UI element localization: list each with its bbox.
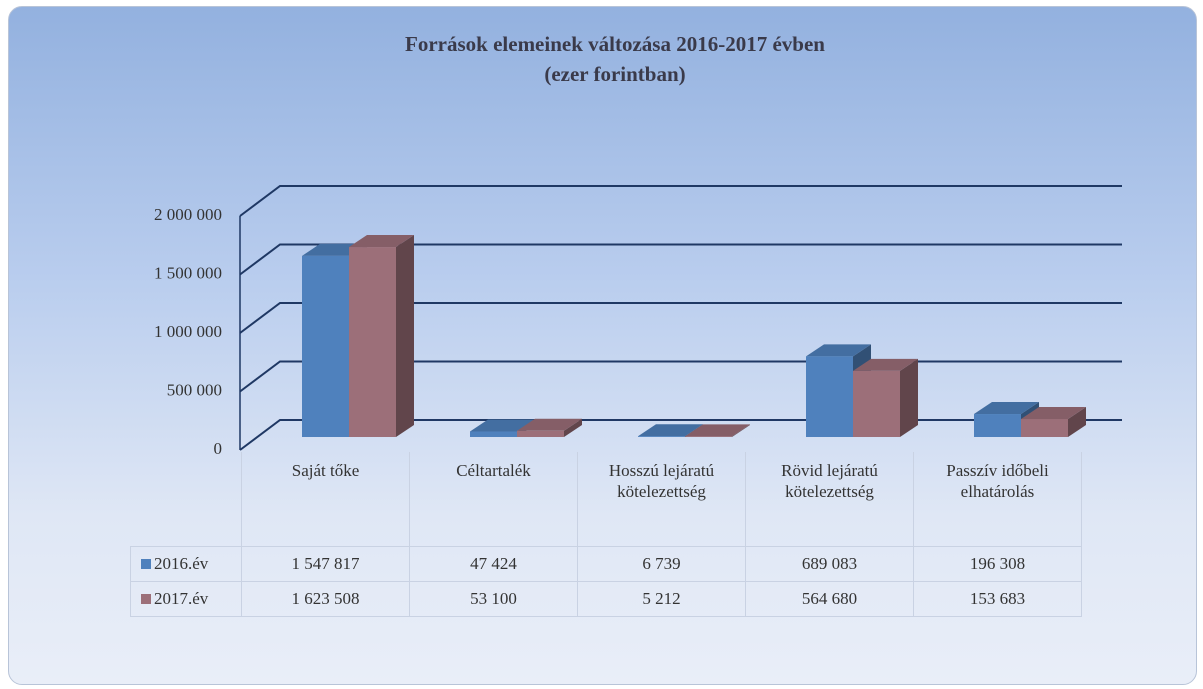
bar xyxy=(302,255,349,437)
category-label: Passzív időbeli elhatárolás xyxy=(913,452,1082,547)
data-label: 1 547 817 xyxy=(241,546,410,582)
bar xyxy=(470,431,517,437)
bar xyxy=(974,414,1021,437)
data-label: 153 683 xyxy=(913,581,1082,617)
bar xyxy=(349,247,396,437)
category-label: Rövid lejáratú kötelezettség xyxy=(745,452,914,547)
chart-title: Források elemeinek változása 2016-2017 é… xyxy=(405,32,825,56)
grid-line xyxy=(239,185,1122,217)
data-label: 564 680 xyxy=(745,581,914,617)
data-label: 6 739 xyxy=(577,546,746,582)
category-label: Saját tőke xyxy=(241,452,410,547)
bar-top xyxy=(685,424,750,437)
bar-top xyxy=(853,358,918,371)
grid-line xyxy=(239,243,1122,276)
data-label: 689 083 xyxy=(745,546,914,582)
bar xyxy=(853,370,900,437)
legend-swatch xyxy=(141,594,151,604)
bar-top xyxy=(1021,407,1086,420)
bar-side xyxy=(900,358,918,437)
bar xyxy=(1021,419,1068,437)
y-tick-label: 500 000 xyxy=(167,380,222,399)
bar-side xyxy=(564,418,582,437)
bar-top xyxy=(806,344,871,357)
bar-top xyxy=(517,418,582,431)
bar-top xyxy=(974,402,1039,415)
data-label: 196 308 xyxy=(913,546,1082,582)
bar xyxy=(517,430,564,437)
bar-side xyxy=(396,235,414,437)
y-tick-label: 1 000 000 xyxy=(154,322,222,341)
corner xyxy=(130,452,242,547)
category-label: Hosszú lejáratú kötelezettség xyxy=(577,452,746,547)
data-label: 1 623 508 xyxy=(241,581,410,617)
legend-entry: 2016.év xyxy=(130,546,242,582)
legend-label: 2017.év xyxy=(154,589,209,608)
bar xyxy=(806,356,853,437)
bar-top xyxy=(349,235,414,248)
bar xyxy=(685,436,732,437)
data-label: 5 212 xyxy=(577,581,746,617)
bar-top xyxy=(638,424,703,437)
bar-side xyxy=(1068,407,1086,437)
bar-side xyxy=(732,424,750,437)
legend-entry: 2017.év xyxy=(130,581,242,617)
category-label: Céltartalék xyxy=(409,452,578,547)
y-tick-label: 0 xyxy=(214,439,223,458)
legend-swatch xyxy=(141,559,151,569)
data-label: 53 100 xyxy=(409,581,578,617)
y-tick-label: 2 000 000 xyxy=(154,205,222,224)
chart-subtitle: (ezer forintban) xyxy=(544,62,685,86)
legend-label: 2016.év xyxy=(154,554,209,573)
bar xyxy=(638,436,685,437)
y-tick-label: 1 500 000 xyxy=(154,263,222,282)
bar-top xyxy=(470,419,535,432)
grid-line xyxy=(239,302,1122,334)
data-table: Saját tőke Céltartalék Hosszú lejáratú köt… xyxy=(130,452,1082,617)
data-label: 47 424 xyxy=(409,546,578,582)
